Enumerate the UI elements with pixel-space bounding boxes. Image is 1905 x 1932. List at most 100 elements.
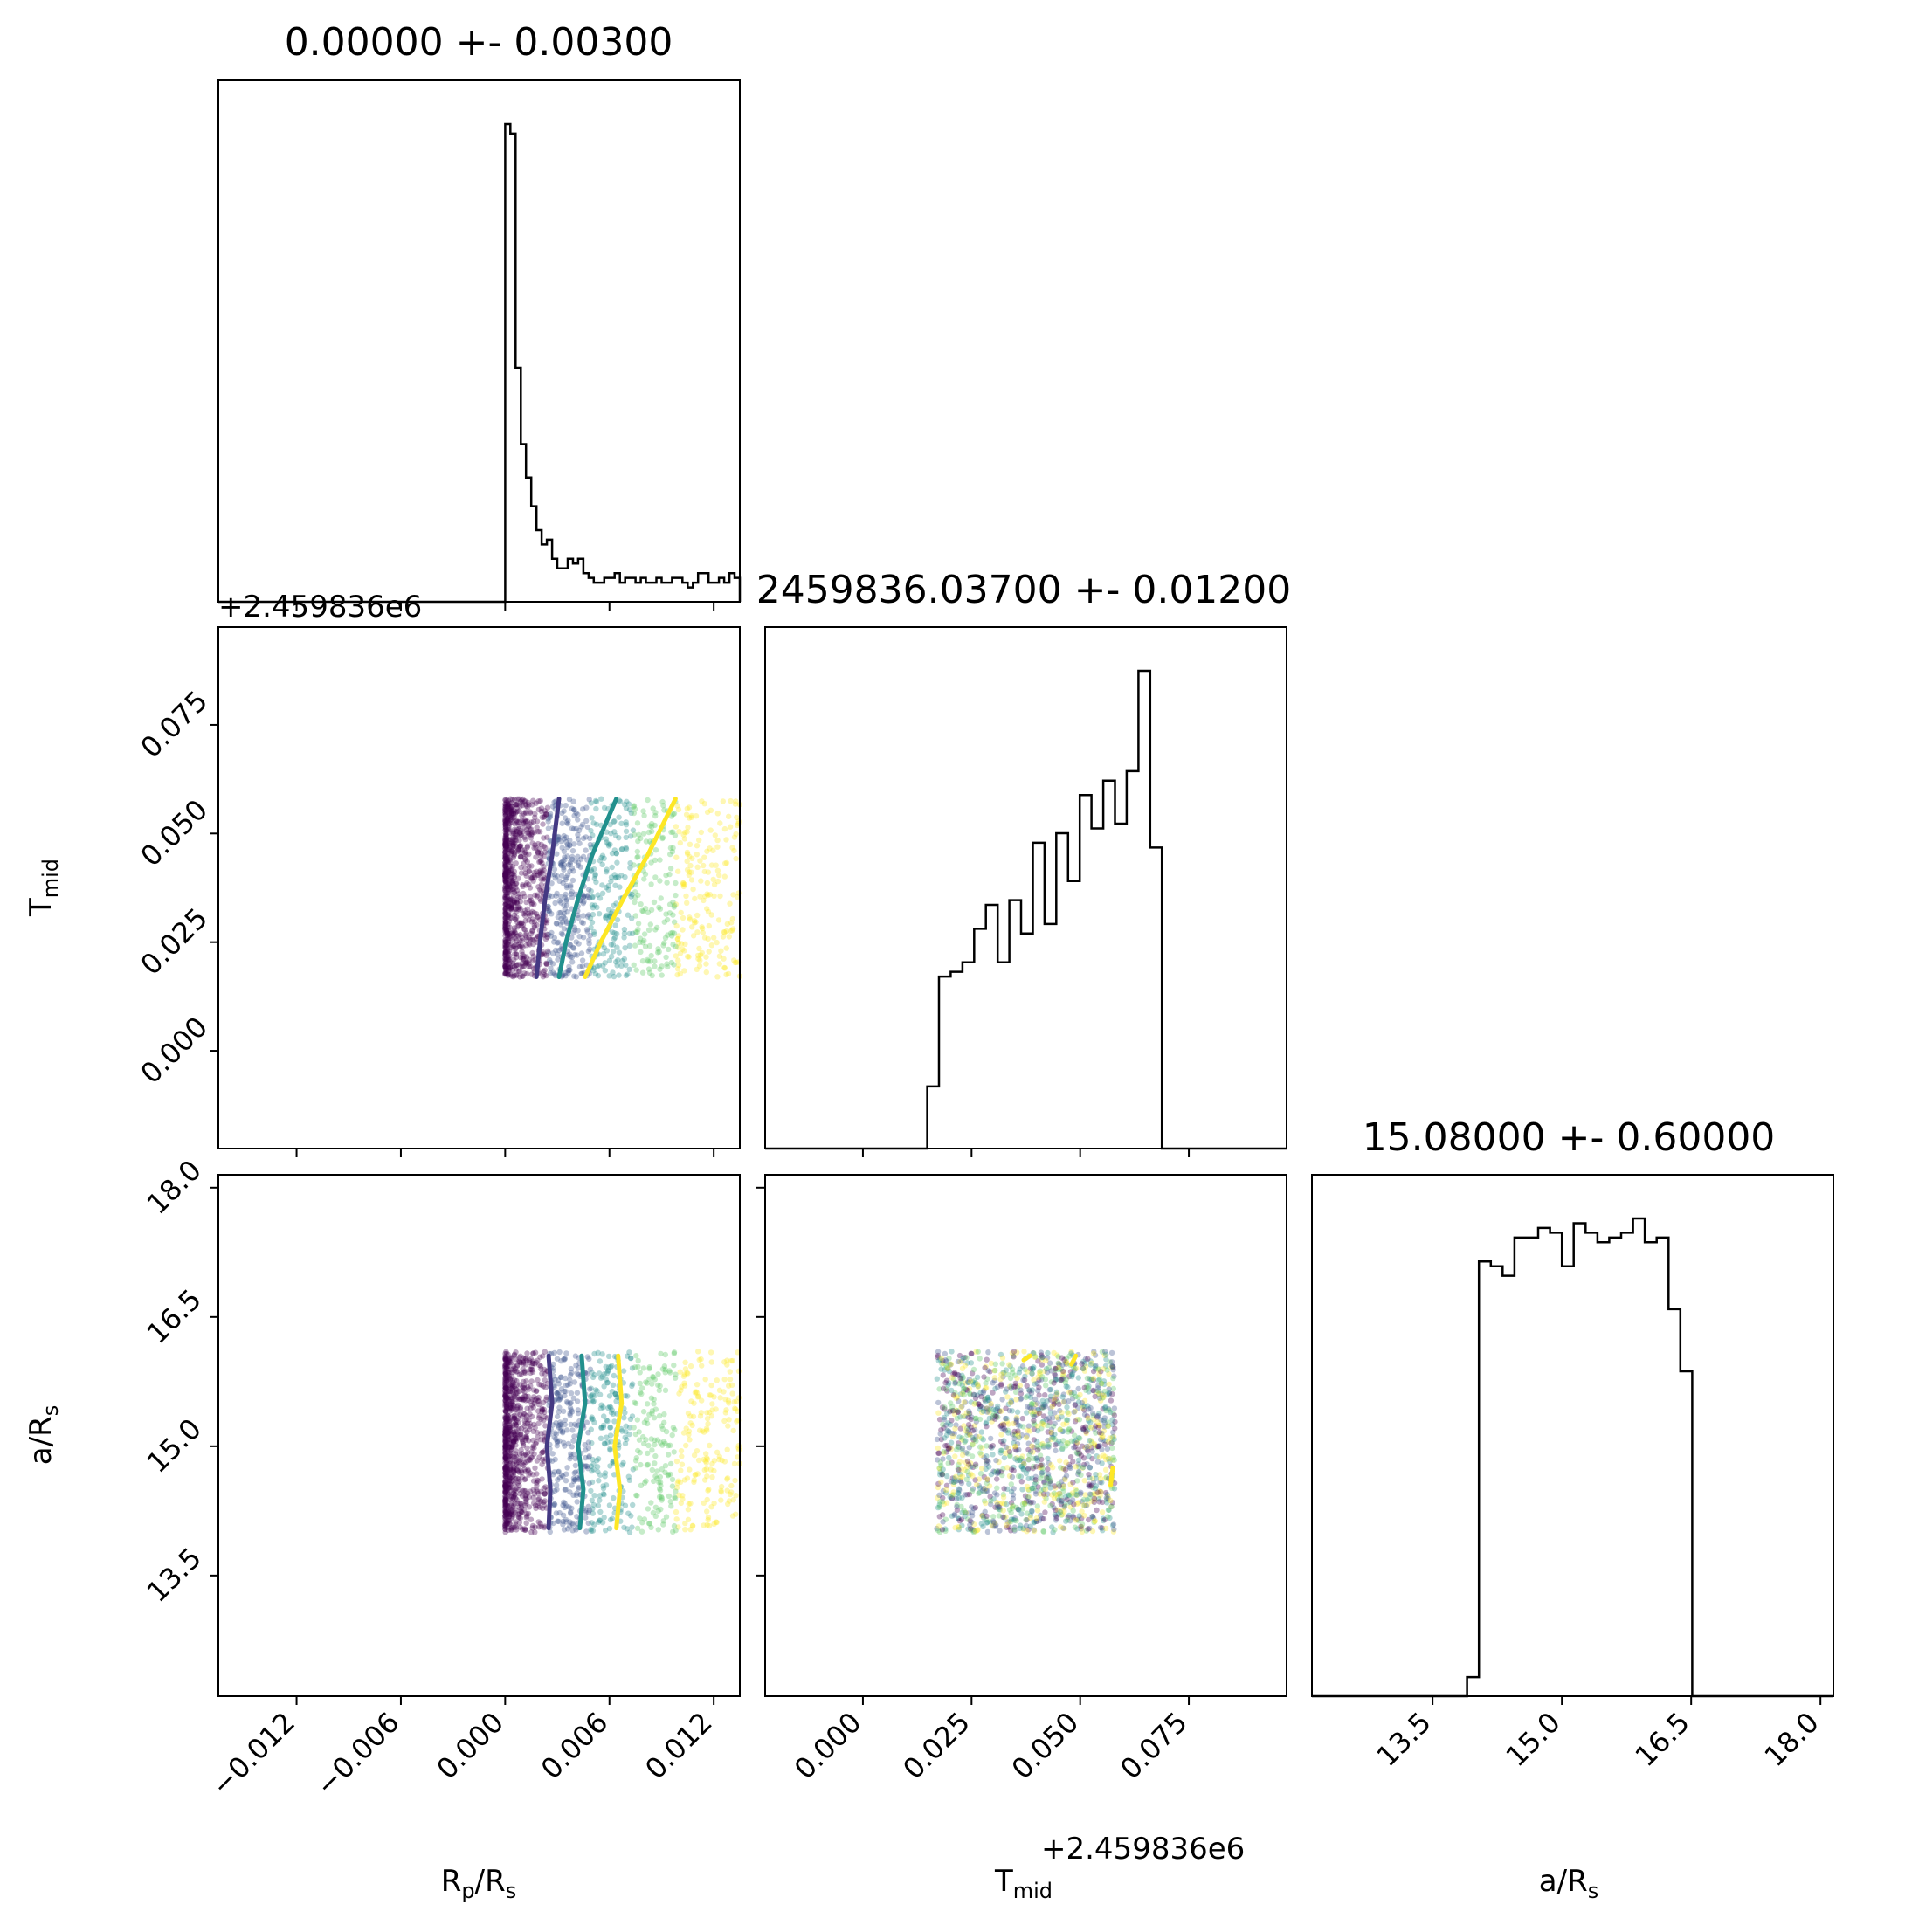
scatter-point xyxy=(502,820,509,826)
scatter-point xyxy=(503,925,509,932)
scatter-point xyxy=(1061,1356,1067,1363)
scatter-point xyxy=(556,833,562,840)
scatter-point xyxy=(730,892,736,898)
scatter-point xyxy=(632,899,638,906)
scatter-point xyxy=(941,1448,947,1455)
scatter-point xyxy=(726,813,732,819)
x-tick-label: 13.5 xyxy=(1370,1706,1438,1773)
scatter-point xyxy=(502,806,508,812)
scatter-point xyxy=(669,929,676,936)
scatter-point xyxy=(516,1371,523,1378)
scatter-point xyxy=(507,859,514,866)
scatter-point xyxy=(528,876,535,882)
scatter-point xyxy=(1043,1383,1049,1389)
scatter-point xyxy=(502,851,508,858)
scatter-point xyxy=(625,912,632,918)
scatter-point xyxy=(607,821,613,828)
scatter-point xyxy=(623,962,629,969)
scatter-point xyxy=(1045,1422,1051,1429)
scatter-point xyxy=(1009,1370,1016,1376)
scatter-point xyxy=(508,848,514,855)
scatter-point xyxy=(625,1353,631,1359)
scatter-point xyxy=(1002,1415,1009,1422)
scatter-point xyxy=(505,801,511,807)
scatter-point xyxy=(707,1409,713,1416)
scatter-point xyxy=(568,891,575,897)
scatter-point xyxy=(711,881,718,887)
scatter-point xyxy=(641,812,647,818)
scatter-point xyxy=(502,1439,508,1446)
scatter-point xyxy=(659,835,666,842)
scatter-point xyxy=(967,1521,973,1528)
scatter-point xyxy=(506,971,512,978)
scatter-point xyxy=(670,829,676,835)
scatter-point xyxy=(502,886,508,892)
scatter-point xyxy=(503,817,509,824)
scatter-point xyxy=(511,808,518,814)
scatter-point xyxy=(502,952,508,958)
scatter-point xyxy=(502,921,509,927)
scatter-point xyxy=(503,1464,509,1470)
scatter-point xyxy=(517,894,524,900)
scatter-point xyxy=(563,1478,569,1484)
scatter-point xyxy=(585,1445,592,1452)
scatter-point xyxy=(958,1480,965,1487)
scatter-point xyxy=(560,858,566,864)
scatter-point xyxy=(622,945,628,951)
scatter-point xyxy=(512,797,518,803)
scatter-point xyxy=(504,843,510,849)
scatter-point xyxy=(569,856,576,862)
scatter-point xyxy=(542,849,549,855)
scatter-point xyxy=(514,1475,521,1481)
scatter-point xyxy=(648,1395,655,1401)
scatter-point xyxy=(661,1439,667,1445)
scatter-point xyxy=(508,904,515,910)
scatter-point xyxy=(724,1475,731,1481)
scatter-point xyxy=(502,812,508,818)
scatter-point xyxy=(525,1458,531,1464)
scatter-point xyxy=(1048,1462,1054,1468)
scatter-point xyxy=(502,901,508,907)
scatter-point xyxy=(504,804,510,811)
scatter-point xyxy=(709,1401,715,1407)
scatter-point xyxy=(527,821,533,827)
scatter-point xyxy=(503,1427,509,1433)
scatter-point xyxy=(682,941,688,948)
scatter-point xyxy=(516,943,522,950)
scatter-point xyxy=(605,1364,612,1370)
scatter-point xyxy=(1024,1383,1030,1389)
scatter-point xyxy=(1063,1459,1069,1466)
scatter-point xyxy=(513,963,520,969)
scatter-point xyxy=(521,811,527,817)
scatter-point xyxy=(635,838,641,845)
scatter-point xyxy=(676,829,682,835)
scatter-point xyxy=(714,811,721,817)
scatter-point xyxy=(642,943,649,950)
scatter-point xyxy=(994,1476,1000,1482)
scatter-point xyxy=(506,1511,513,1518)
scatter-point xyxy=(542,967,548,974)
scatter-point xyxy=(586,1480,592,1487)
scatter-point xyxy=(534,921,540,928)
scatter-point xyxy=(528,835,535,841)
scatter-point xyxy=(607,913,613,919)
scatter-point xyxy=(508,811,514,817)
scatter-point xyxy=(509,840,516,846)
scatter-point xyxy=(528,901,535,907)
scatter-point xyxy=(535,1524,542,1530)
scatter-point xyxy=(690,933,697,939)
scatter-point xyxy=(507,906,514,912)
scatter-point xyxy=(983,1384,990,1391)
scatter-point xyxy=(530,1443,536,1449)
scatter-point xyxy=(503,845,509,851)
scatter-point xyxy=(517,1490,523,1497)
scatter-point xyxy=(589,815,595,821)
scatter-point xyxy=(540,1449,546,1456)
scatter-point xyxy=(562,915,569,922)
scatter-point xyxy=(503,1393,509,1399)
scatter-point xyxy=(652,958,658,964)
scatter-point xyxy=(510,846,516,852)
scatter-point xyxy=(506,1394,512,1401)
scatter-point xyxy=(502,949,509,955)
scatter-point xyxy=(1073,1365,1080,1371)
